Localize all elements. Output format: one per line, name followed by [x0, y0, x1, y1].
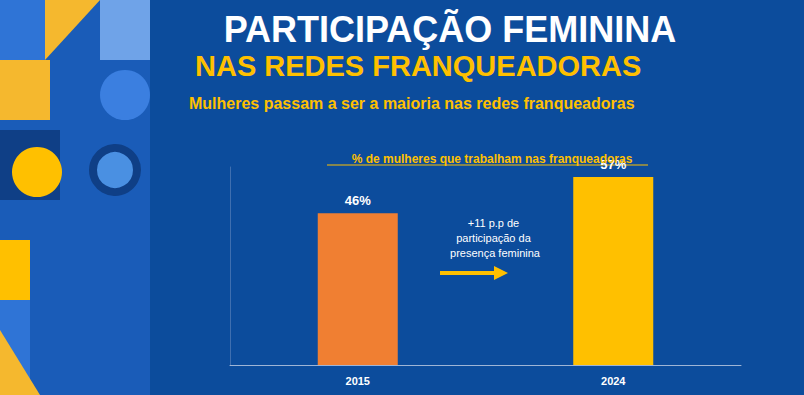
svg-text:+11 p.p de: +11 p.p de: [468, 217, 523, 229]
svg-text:PARTICIPAÇÃO FEMININA: PARTICIPAÇÃO FEMININA: [224, 8, 677, 50]
svg-text:2024: 2024: [601, 375, 626, 387]
svg-text:46%: 46%: [345, 193, 371, 208]
svg-text:% de mulheres que trabalham na: % de mulheres que trabalham nas franquea…: [352, 152, 633, 166]
svg-text:participação da: participação da: [456, 232, 534, 244]
svg-text:NAS REDES FRANQUEADORAS: NAS REDES FRANQUEADORAS: [195, 50, 641, 82]
svg-text:Mulheres passam a ser a maiori: Mulheres passam a ser a maioria nas rede…: [189, 95, 635, 112]
svg-text:presença feminina: presença feminina: [450, 247, 541, 259]
svg-text:2015: 2015: [346, 375, 370, 387]
